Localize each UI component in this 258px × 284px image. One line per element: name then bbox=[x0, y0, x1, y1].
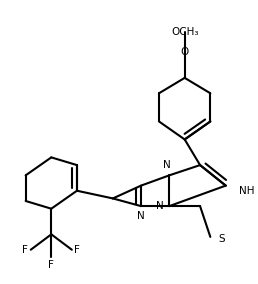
Text: N: N bbox=[156, 201, 164, 211]
Text: F: F bbox=[22, 245, 28, 255]
Text: N: N bbox=[137, 211, 145, 221]
Text: OCH₃: OCH₃ bbox=[171, 27, 198, 37]
Text: F: F bbox=[74, 245, 80, 255]
Text: N: N bbox=[163, 160, 171, 170]
Text: NH: NH bbox=[239, 186, 254, 196]
Text: F: F bbox=[48, 260, 54, 270]
Text: O: O bbox=[181, 47, 189, 57]
Text: S: S bbox=[218, 235, 225, 245]
